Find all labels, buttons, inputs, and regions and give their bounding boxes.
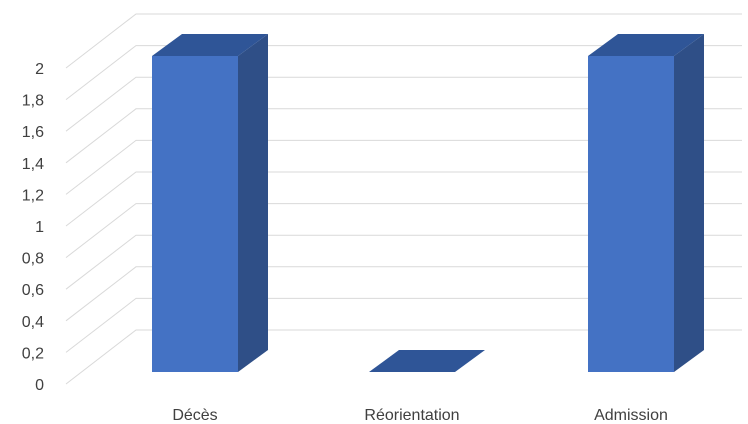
gridline [65, 266, 742, 322]
y-tick-label: 1,2 [22, 187, 44, 204]
bar-top-face [588, 34, 704, 56]
y-tick-label: 0,4 [22, 314, 44, 331]
gridline [65, 45, 742, 100]
y-axis-tick-labels: 0 0,2 0,4 0,6 0,8 1 1,2 1,4 1,6 1,8 2 [22, 61, 44, 394]
x-axis-category-labels: Décès Réorientation Admission [172, 407, 668, 424]
y-tick-label: 1 [35, 219, 44, 236]
bar-2 [369, 350, 485, 372]
gridline [65, 203, 742, 258]
gridline [65, 139, 742, 195]
x-category-label: Réorientation [364, 407, 459, 424]
bar-side-face [674, 34, 704, 372]
bar-3 [588, 34, 704, 372]
x-category-label: Admission [594, 407, 668, 424]
y-tick-label: 1,8 [22, 93, 44, 110]
gridline [65, 329, 742, 385]
gridline [65, 234, 742, 290]
y-tick-label: 0,2 [22, 345, 44, 362]
bars [152, 34, 704, 372]
bar-top-face [152, 34, 268, 56]
y-tick-label: 1,4 [22, 156, 44, 173]
bar-front-face [152, 56, 238, 372]
gridline [65, 171, 742, 227]
y-tick-label: 0,8 [22, 251, 44, 268]
gridline [65, 297, 742, 353]
y-tick-label: 0 [35, 377, 44, 394]
y-tick-label: 0,6 [22, 282, 44, 299]
bar-top-face [369, 350, 485, 372]
gridline [65, 108, 742, 164]
x-category-label: Décès [172, 407, 217, 424]
gridlines [65, 13, 742, 385]
gridline [65, 76, 742, 132]
bar-1 [152, 34, 268, 372]
gridline [65, 13, 742, 69]
bar-side-face [238, 34, 268, 372]
y-tick-label: 1,6 [22, 124, 44, 141]
bar-front-face [588, 56, 674, 372]
y-tick-label: 2 [35, 61, 44, 78]
